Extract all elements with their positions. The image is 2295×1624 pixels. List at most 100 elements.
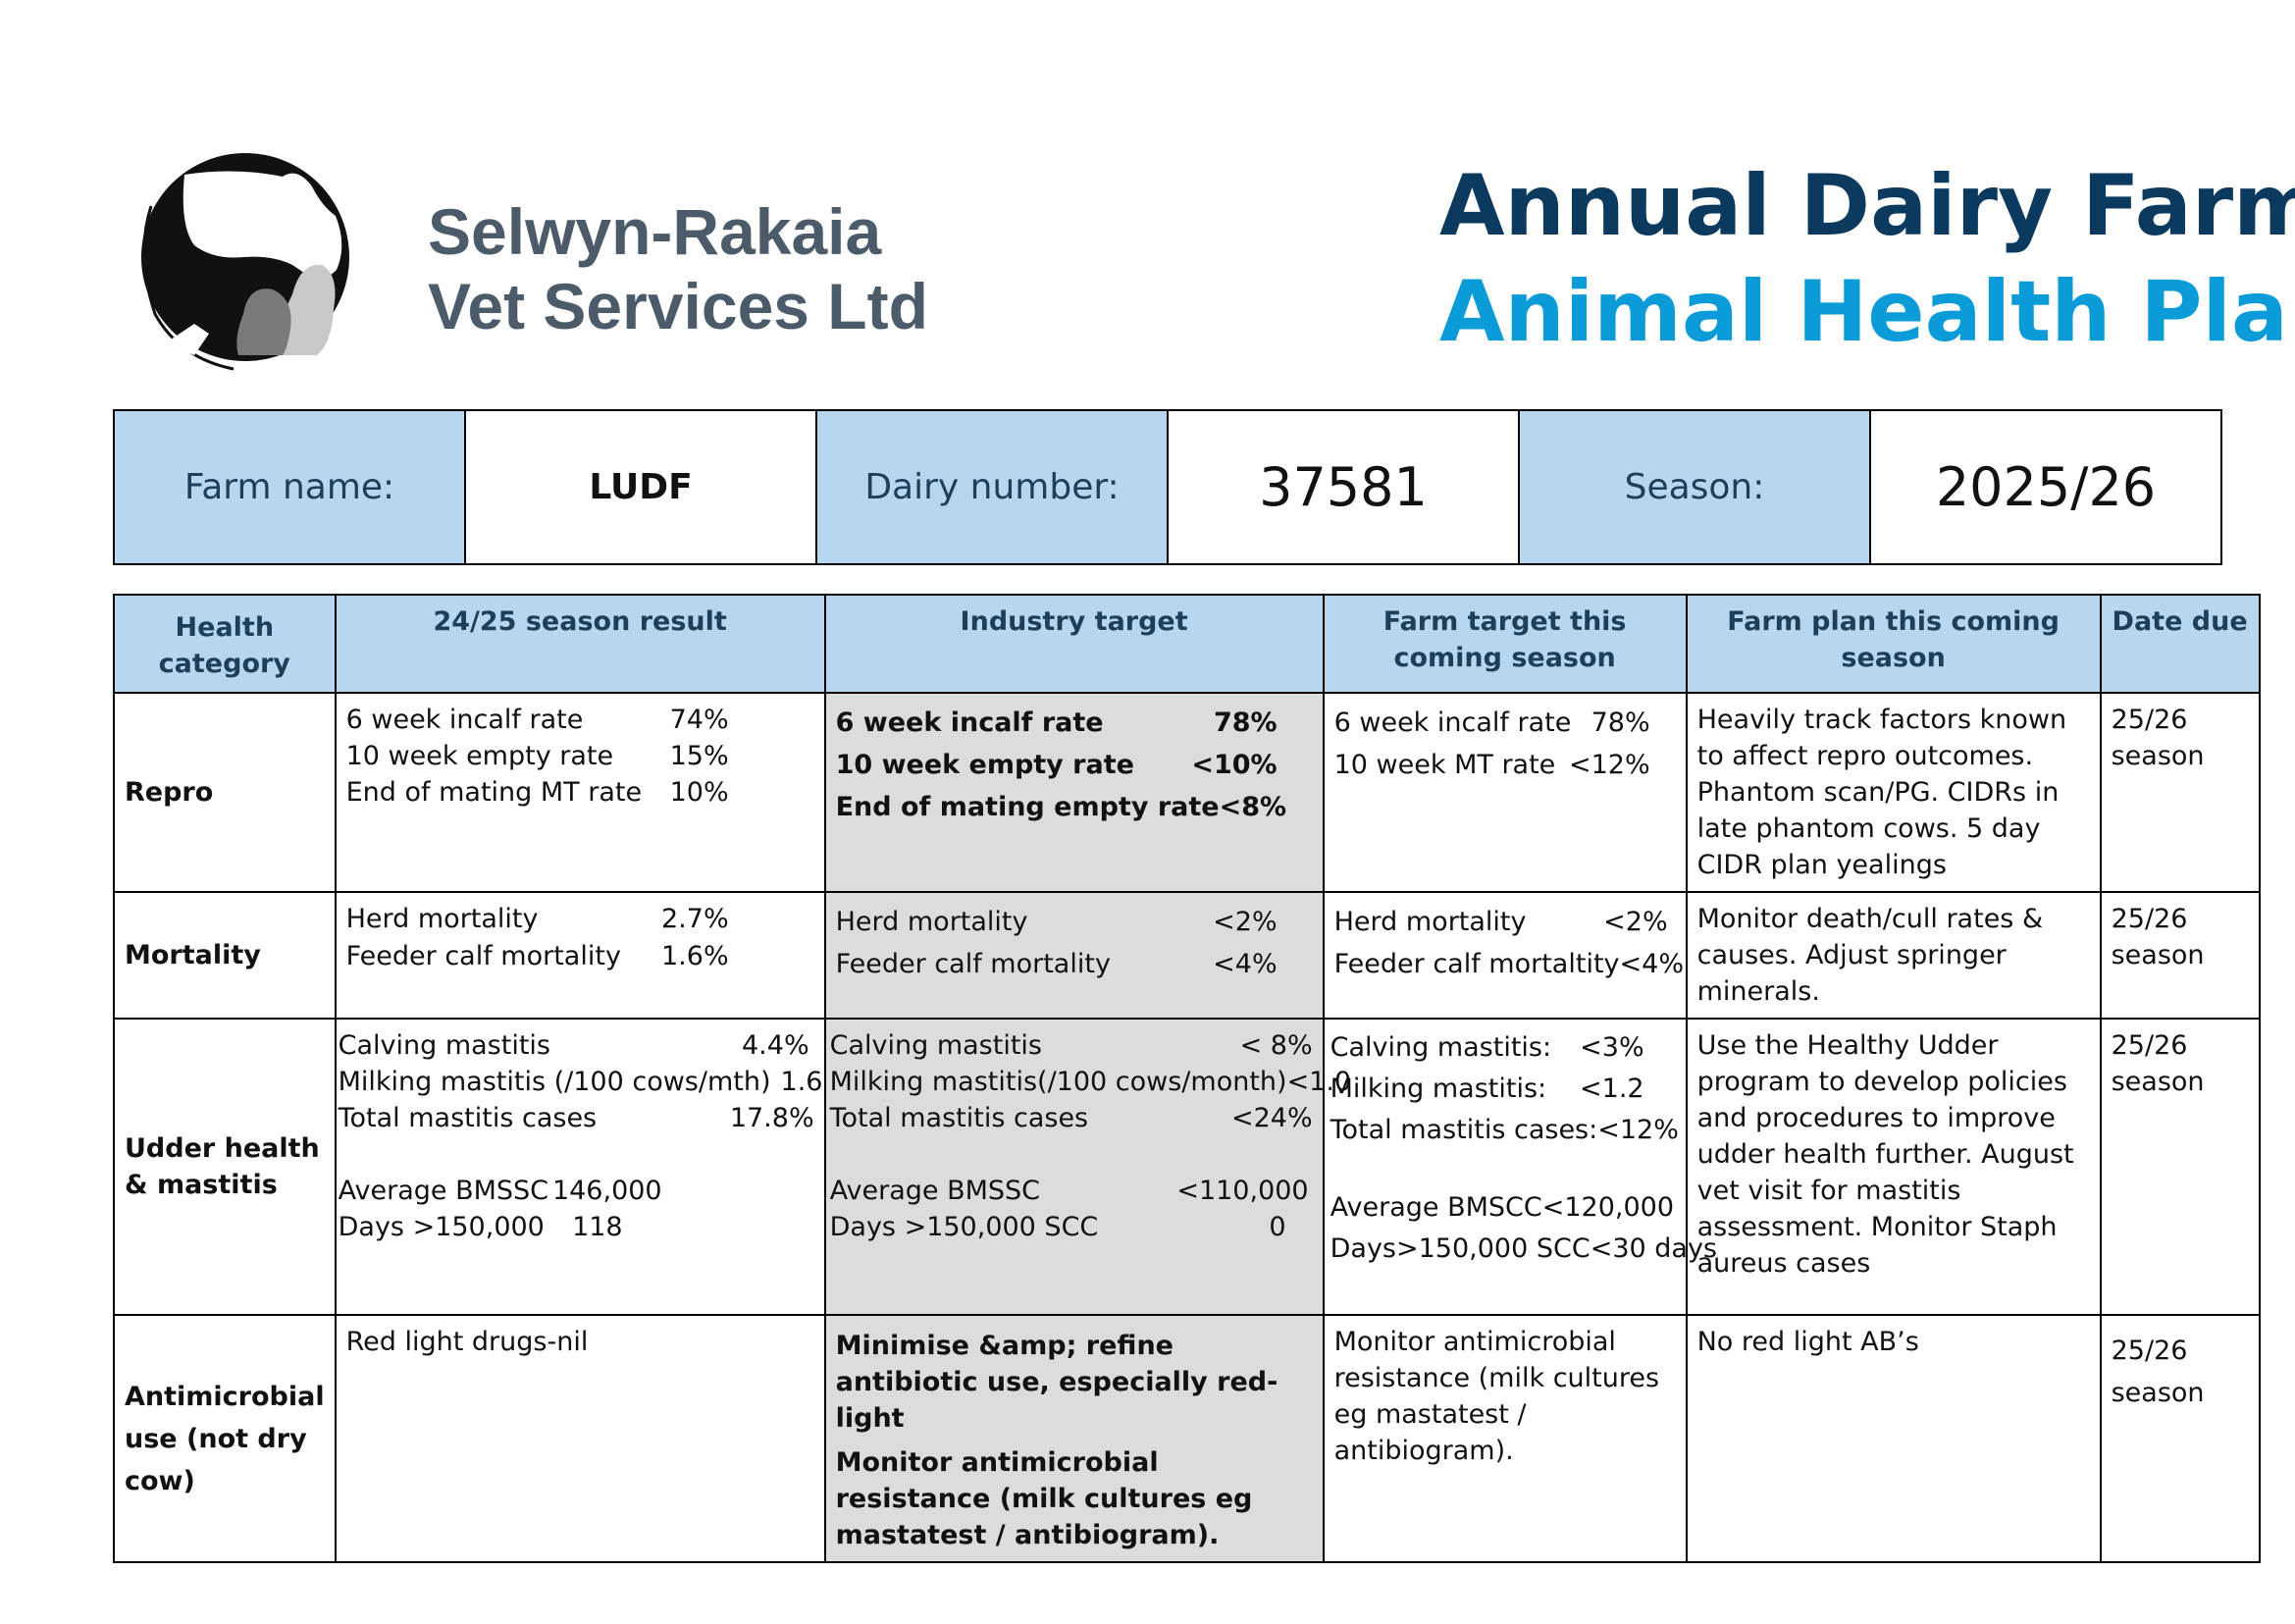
result-label: Total mastitis cases xyxy=(338,1103,598,1133)
industry-udder-health: Calving mastitis < 8% Milking mastitis(/1… xyxy=(823,1018,1351,1316)
company-name-line1: Selwyn-Rakaia xyxy=(428,195,882,268)
dairy-number-label: Dairy number: xyxy=(815,409,1169,565)
industry-label: End of mating empty rate xyxy=(835,792,1220,822)
result-value: 2.7% xyxy=(661,904,729,934)
company-name-line2: Vet Services Ltd xyxy=(428,270,928,342)
industry-label: Total mastitis cases xyxy=(829,1103,1089,1133)
result-label: Average BMSSC xyxy=(338,1176,549,1206)
table-row-antimicrobial: Antimicrobial use (not dry cow) Red ligh… xyxy=(113,1314,2261,1563)
result-value: 15% xyxy=(669,741,729,771)
result-label: Feeder calf mortality xyxy=(345,941,621,971)
result-value: 1.6 xyxy=(780,1067,823,1097)
result-value: 17.8% xyxy=(729,1103,814,1133)
target-value: <1.2 xyxy=(1580,1074,1644,1104)
farm-name-value: LUDF xyxy=(464,409,817,565)
industry-value: <10% xyxy=(1191,750,1278,780)
target-value: <12% xyxy=(1568,750,1650,780)
target-label: Herd mortality xyxy=(1333,907,1527,937)
result-value: 1.6% xyxy=(661,941,729,971)
farm-name-label: Farm name: xyxy=(113,409,466,565)
industry-label: Herd mortality xyxy=(835,907,1028,937)
industry-value: 0 xyxy=(1269,1212,1286,1242)
result-value: 4.4% xyxy=(742,1030,809,1061)
season-value: 2025/26 xyxy=(1869,409,2222,565)
target-value: <30 days xyxy=(1590,1233,1717,1264)
industry-value: <24% xyxy=(1230,1103,1313,1133)
farm-info-table: Farm name: LUDF Dairy number: 37581 Seas… xyxy=(113,409,2222,565)
category-repro: Repro xyxy=(113,692,337,893)
industry-value: < 8% xyxy=(1239,1030,1313,1061)
farm-target-antimicrobial: Monitor antimicrobial resistance (milk c… xyxy=(1322,1314,1688,1563)
date-due-mortality: 25/26 season xyxy=(2099,891,2261,1020)
result-repro: 6 week incalf rate 74% 10 week empty rate… xyxy=(334,692,826,893)
result-label: 6 week incalf rate xyxy=(345,705,584,735)
result-udder-health: Calving mastitis 4.4% Milking mastitis (/… xyxy=(334,1018,826,1316)
header-date-due: Date due xyxy=(2099,594,2261,694)
target-label: Total mastitis cases: xyxy=(1330,1115,1598,1145)
industry-value: 78% xyxy=(1213,707,1278,738)
industry-value: <1.0 xyxy=(1286,1067,1352,1097)
industry-label: Calving mastitis xyxy=(829,1030,1042,1061)
result-antimicrobial: Red light drugs-nil xyxy=(334,1314,826,1563)
industry-label: Average BMSSC xyxy=(829,1176,1041,1206)
industry-label: Days >150,000 SCC xyxy=(829,1212,1099,1242)
result-value: 10% xyxy=(669,777,729,808)
industry-value: <110,000 xyxy=(1176,1176,1309,1206)
target-value: 78% xyxy=(1591,707,1650,738)
company-name: Selwyn-Rakaia Vet Services Ltd xyxy=(428,194,928,343)
plan-antimicrobial: No red light AB’s xyxy=(1685,1314,2102,1563)
industry-value: <4% xyxy=(1213,949,1278,979)
category-mortality: Mortality xyxy=(113,891,337,1020)
industry-value: <8% xyxy=(1219,792,1287,822)
farm-target-udder-health: Calving mastitis: <3% Milking mastitis: <1… xyxy=(1322,1018,1717,1316)
company-logo xyxy=(126,147,361,375)
date-due-udder-health: 25/26 season xyxy=(2099,1018,2261,1316)
industry-label: 6 week incalf rate xyxy=(835,707,1104,738)
date-due-antimicrobial: 25/26 season xyxy=(2099,1314,2261,1563)
header-industry-target: Industry target xyxy=(823,594,1325,694)
target-value: <2% xyxy=(1603,907,1668,937)
industry-antimicrobial-text1: Minimise &amp; refine antibiotic use, es… xyxy=(835,1331,1278,1434)
result-label: Calving mastitis xyxy=(338,1030,550,1061)
result-value: 146,000 xyxy=(551,1176,662,1206)
table-header-row: Health category 24/25 season result Indu… xyxy=(113,594,2261,694)
industry-antimicrobial-text2: Monitor antimicrobial resistance (milk c… xyxy=(835,1447,1253,1550)
result-label: Herd mortality xyxy=(345,904,539,934)
category-antimicrobial: Antimicrobial use (not dry cow) xyxy=(113,1314,337,1563)
result-mortality: Herd mortality 2.7% Feeder calf mortality… xyxy=(334,891,826,1020)
industry-label: Milking mastitis(/100 cows/month) xyxy=(829,1067,1287,1097)
target-label: 10 week MT rate xyxy=(1333,750,1556,780)
header-farm-plan: Farm plan this coming season xyxy=(1685,594,2102,694)
header-season-result: 24/25 season result xyxy=(334,594,826,694)
target-label: Days>150,000 SCC xyxy=(1330,1233,1591,1264)
document-title-line1: Annual Dairy Farm xyxy=(1439,157,2295,255)
target-label: 6 week incalf rate xyxy=(1333,707,1572,738)
header-health-category: Health category xyxy=(113,594,337,694)
farm-target-repro: 6 week incalf rate 78% 10 week MT rate <12… xyxy=(1322,692,1688,893)
category-udder-health: Udder health & mastitis xyxy=(113,1018,337,1316)
season-label: Season: xyxy=(1518,409,1871,565)
header-farm-target: Farm target this coming season xyxy=(1322,594,1688,694)
target-label: Calving mastitis: xyxy=(1330,1032,1552,1063)
target-value: <4% xyxy=(1619,949,1684,979)
farm-target-mortality: Herd mortality <2% Feeder calf mortaltity… xyxy=(1322,891,1688,1020)
dairy-number-value: 37581 xyxy=(1167,409,1520,565)
result-label: Days >150,000 xyxy=(338,1212,545,1242)
target-label: Milking mastitis: xyxy=(1330,1074,1547,1104)
industry-label: Feeder calf mortality xyxy=(835,949,1111,979)
plan-repro: Heavily track factors known to affect re… xyxy=(1685,692,2102,893)
result-value: 118 xyxy=(572,1212,623,1242)
industry-mortality: Herd mortality <2% Feeder calf mortality <… xyxy=(823,891,1325,1020)
table-row-repro: Repro 6 week incalf rate 74% 10 week empt… xyxy=(113,692,2261,893)
target-value: <3% xyxy=(1580,1032,1644,1063)
target-label: Feeder calf mortaltity xyxy=(1333,949,1620,979)
industry-repro: 6 week incalf rate 78% 10 week empty rate… xyxy=(823,692,1325,893)
document-title-line2: Animal Health Plan xyxy=(1439,263,2295,361)
result-value: 74% xyxy=(669,705,729,735)
result-label: Milking mastitis (/100 cows/mth) xyxy=(338,1067,771,1097)
target-value: <120,000 xyxy=(1541,1192,1675,1223)
date-due-repro: 25/26 season xyxy=(2099,692,2261,893)
health-plan-table: Health category 24/25 season result Indu… xyxy=(113,594,2261,1563)
target-label: Average BMSCC xyxy=(1330,1192,1542,1223)
industry-label: 10 week empty rate xyxy=(835,750,1134,780)
